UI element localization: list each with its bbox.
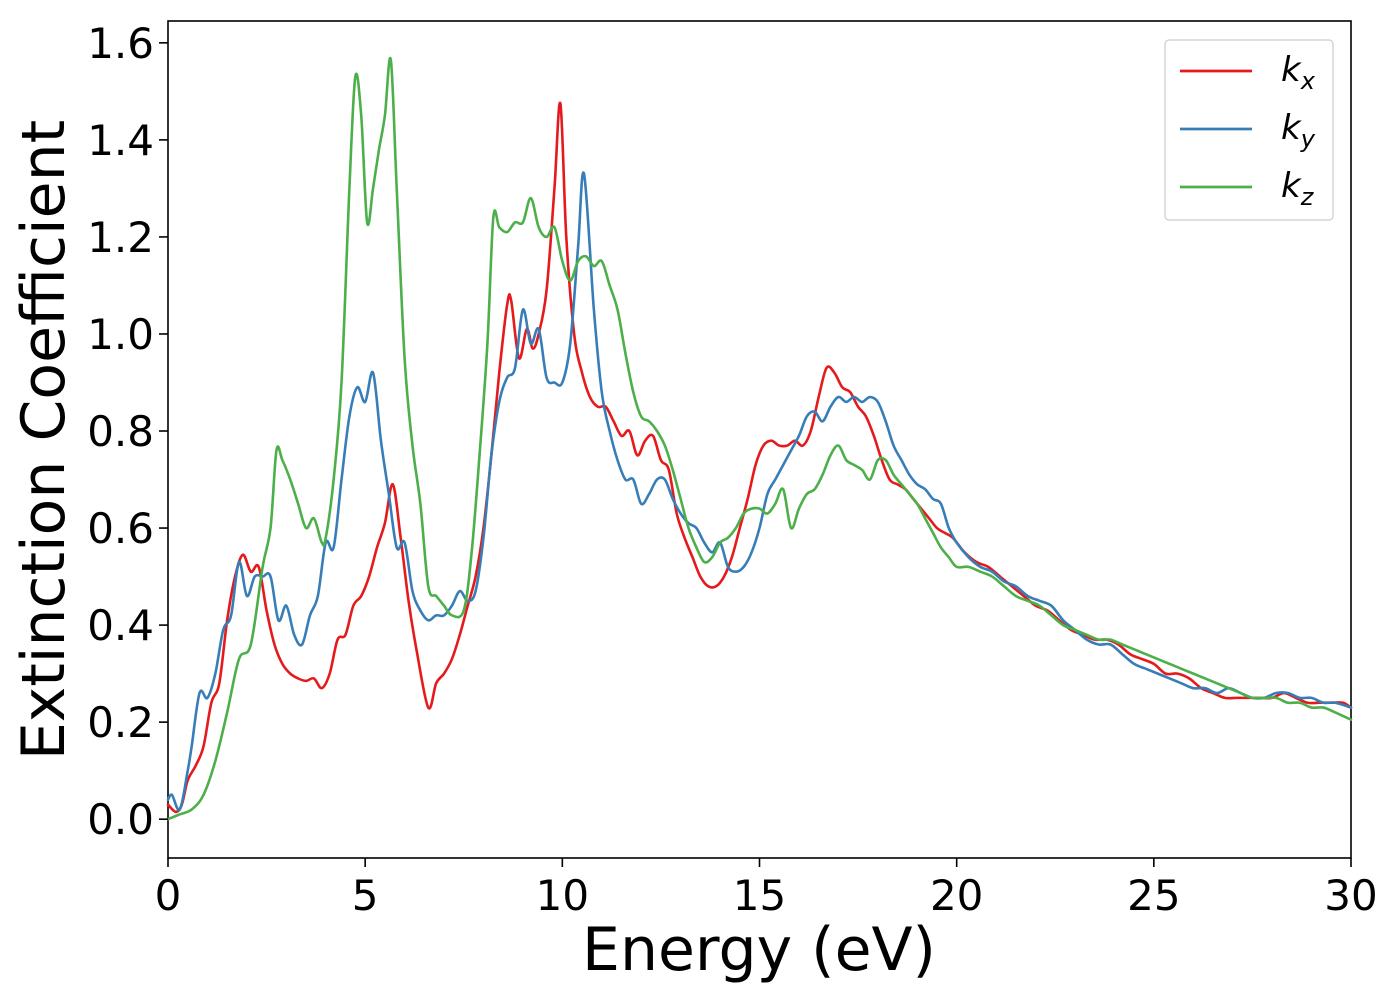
y-tick-label: 0.2	[87, 698, 154, 747]
legend-label-kz: kz	[1281, 166, 1315, 211]
legend: kx ky kz	[1164, 39, 1334, 221]
y-axis-label: Extinction Coefficient	[9, 120, 79, 760]
y-tick-label: 1.6	[87, 19, 154, 68]
x-tick-label: 0	[155, 871, 182, 920]
x-tick-label: 15	[733, 871, 786, 920]
x-axis: 0 5 10 15 20 25 30	[155, 858, 1378, 920]
y-tick-label: 1.4	[87, 116, 154, 165]
legend-label-kx: kx	[1281, 50, 1316, 95]
plot-frame	[167, 20, 1352, 859]
x-tick-label: 5	[352, 871, 379, 920]
y-axis: 0.0 0.2 0.4 0.6 0.8 1.0 1.2 1.4 1.6	[87, 19, 168, 844]
x-tick-label: 10	[536, 871, 589, 920]
x-tick-label: 30	[1324, 871, 1377, 920]
series-lines	[166, 56, 1353, 821]
y-tick-label: 1.0	[87, 310, 154, 359]
series-line-kz	[166, 56, 1353, 821]
y-tick-label: 0.4	[87, 601, 154, 650]
x-tick-label: 20	[930, 871, 983, 920]
y-tick-label: 0.0	[87, 795, 154, 844]
x-tick-label: 25	[1127, 871, 1180, 920]
y-tick-label: 1.2	[87, 213, 154, 262]
plot-area	[166, 20, 1353, 859]
series-line-kx	[166, 101, 1353, 814]
series-line-ky	[166, 171, 1353, 812]
x-axis-label: Energy (eV)	[582, 915, 936, 985]
y-tick-label: 0.6	[87, 504, 154, 553]
legend-label-ky: ky	[1281, 108, 1316, 153]
y-tick-label: 0.8	[87, 407, 154, 456]
